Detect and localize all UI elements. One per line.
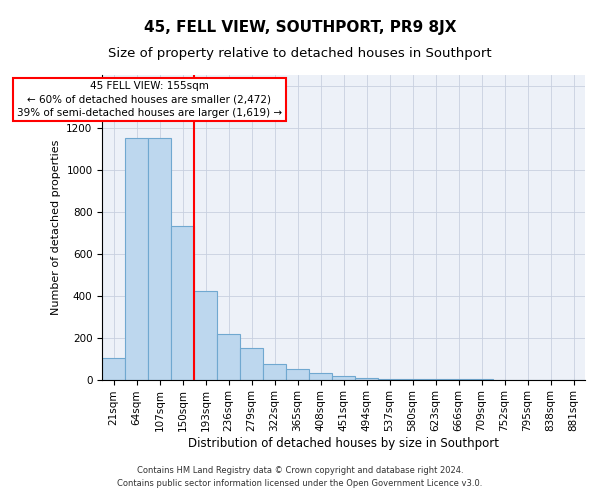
Bar bbox=[378, 378, 401, 380]
X-axis label: Distribution of detached houses by size in Southport: Distribution of detached houses by size … bbox=[188, 437, 499, 450]
Bar bbox=[217, 334, 240, 380]
Y-axis label: Number of detached properties: Number of detached properties bbox=[50, 140, 61, 315]
Bar bbox=[263, 364, 286, 380]
Bar bbox=[171, 226, 194, 380]
Text: Contains HM Land Registry data © Crown copyright and database right 2024.
Contai: Contains HM Land Registry data © Crown c… bbox=[118, 466, 482, 487]
Bar bbox=[332, 376, 355, 380]
Text: 45, FELL VIEW, SOUTHPORT, PR9 8JX: 45, FELL VIEW, SOUTHPORT, PR9 8JX bbox=[144, 20, 456, 35]
Bar bbox=[194, 292, 217, 380]
Bar bbox=[102, 358, 125, 380]
Text: 45 FELL VIEW: 155sqm
← 60% of detached houses are smaller (2,472)
39% of semi-de: 45 FELL VIEW: 155sqm ← 60% of detached h… bbox=[17, 82, 282, 118]
Bar bbox=[309, 374, 332, 380]
Bar bbox=[355, 378, 378, 380]
Bar bbox=[401, 379, 424, 380]
Bar bbox=[240, 348, 263, 380]
Text: Size of property relative to detached houses in Southport: Size of property relative to detached ho… bbox=[108, 48, 492, 60]
Bar bbox=[148, 138, 171, 380]
Bar bbox=[286, 369, 309, 380]
Bar bbox=[125, 138, 148, 380]
